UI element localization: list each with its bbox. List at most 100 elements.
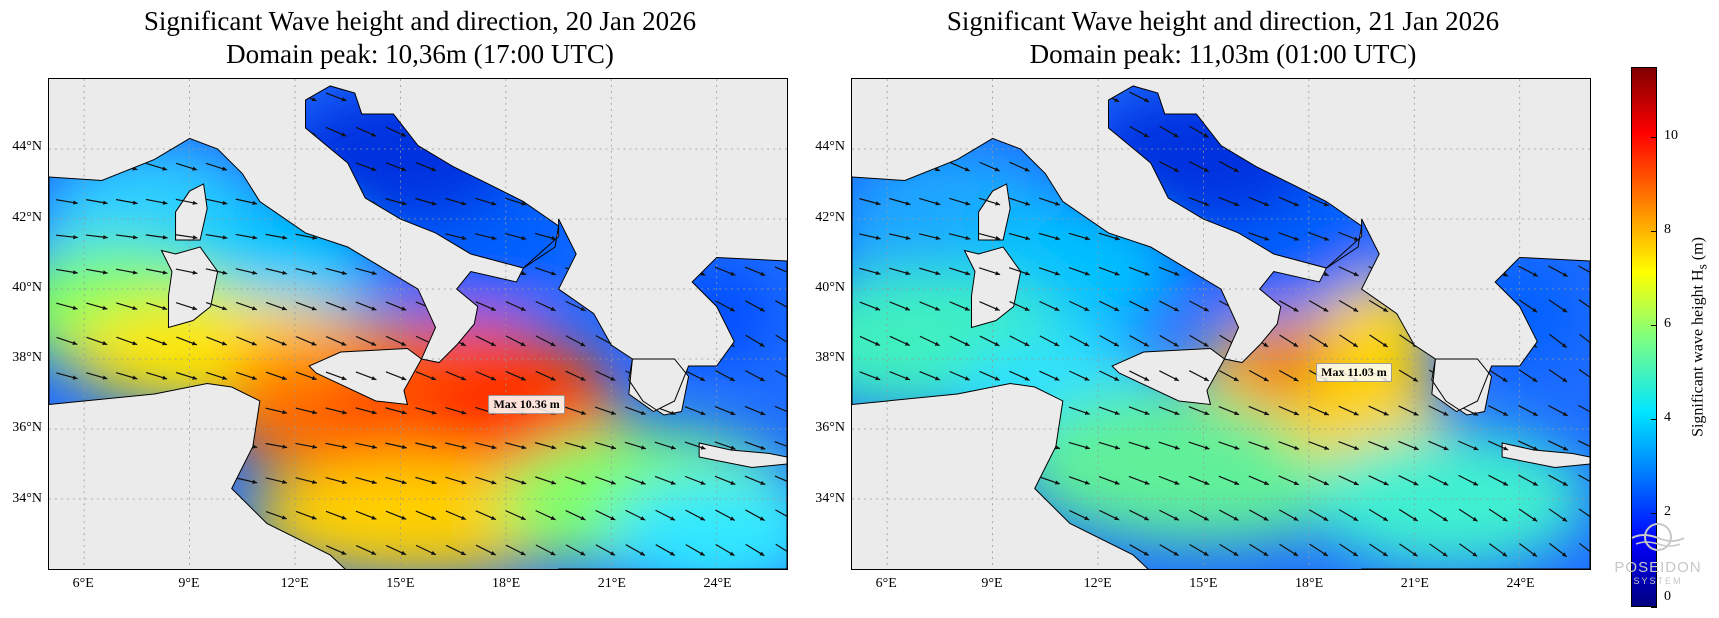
direction-arrow <box>355 371 377 381</box>
direction-arrow <box>1278 369 1299 382</box>
direction-arrow <box>685 125 706 138</box>
direction-arrow <box>1008 442 1031 450</box>
direction-arrow <box>475 301 497 312</box>
direction-arrow <box>56 302 78 310</box>
direction-arrow <box>115 234 138 240</box>
direction-arrow <box>115 268 138 275</box>
direction-arrow <box>919 510 941 521</box>
direction-arrow <box>1428 231 1449 242</box>
direction-arrow <box>1518 299 1538 313</box>
direction-arrow <box>535 126 556 138</box>
direction-arrow <box>1368 509 1389 522</box>
direction-arrow <box>1128 266 1150 276</box>
direction-arrow <box>56 336 78 346</box>
direction-arrow <box>1577 440 1590 451</box>
direction-arrow <box>505 91 527 102</box>
direction-arrow <box>1278 91 1299 103</box>
direction-arrow <box>265 442 288 449</box>
direction-arrow <box>1038 406 1061 415</box>
direction-arrow <box>1278 300 1299 312</box>
direction-arrow <box>889 162 911 172</box>
direction-arrow <box>1249 125 1269 139</box>
direction-arrow <box>565 544 586 556</box>
direction-arrow <box>889 267 911 276</box>
direction-arrow <box>1368 475 1389 486</box>
direction-arrow <box>265 477 288 484</box>
direction-arrow <box>1488 195 1509 208</box>
island-sicily <box>308 347 423 406</box>
direction-arrow <box>1549 124 1568 139</box>
direction-arrow <box>1519 124 1538 139</box>
direction-arrow <box>745 370 766 382</box>
direction-arrow <box>474 442 497 450</box>
direction-arrow <box>265 301 287 311</box>
direction-arrow <box>1158 232 1180 241</box>
colorbar-tick-label: 10 <box>1664 128 1678 144</box>
direction-arrow <box>745 125 765 138</box>
direction-arrow <box>1339 543 1359 557</box>
direction-arrow <box>1429 543 1448 557</box>
direction-arrow <box>594 266 617 276</box>
direction-arrow <box>655 125 676 138</box>
colorbar-tickmark <box>1651 325 1657 327</box>
direction-arrow <box>295 407 318 415</box>
direction-arrow <box>146 511 168 520</box>
direction-arrow <box>1338 440 1360 451</box>
direction-arrow <box>745 300 766 312</box>
direction-arrow <box>475 370 497 381</box>
panel-right-title-line2: Domain peak: 11,03m (01:00 UTC) <box>1029 39 1417 69</box>
direction-arrow <box>1308 160 1329 173</box>
direction-arrow <box>889 233 911 240</box>
direction-arrow <box>116 545 138 555</box>
direction-arrow <box>889 335 911 347</box>
direction-arrow <box>1338 231 1360 241</box>
direction-arrow <box>744 196 766 207</box>
direction-arrow <box>1488 508 1508 522</box>
direction-arrow <box>949 126 970 138</box>
direction-arrow <box>1218 406 1240 416</box>
direction-arrow <box>175 268 198 275</box>
direction-arrow <box>1278 405 1300 416</box>
direction-arrow <box>236 127 257 137</box>
direction-arrow <box>1398 369 1419 382</box>
direction-arrow <box>1278 232 1300 241</box>
colorbar-label-text: Significant wave height H <box>1689 269 1707 437</box>
direction-arrow <box>1038 267 1061 276</box>
direction-arrow <box>565 476 587 485</box>
direction-arrow <box>889 544 911 556</box>
direction-arrow <box>116 336 138 346</box>
direction-arrow <box>1219 543 1239 557</box>
map-panel-right <box>851 78 1591 570</box>
direction-arrow <box>1398 299 1419 313</box>
direction-arrow <box>445 233 467 241</box>
direction-arrow <box>415 407 437 415</box>
direction-arrow <box>1219 160 1239 173</box>
direction-arrow <box>534 442 557 450</box>
direction-arrow <box>919 476 941 485</box>
colorbar-tick-label: 2 <box>1664 504 1671 520</box>
direction-arrow <box>1338 196 1359 207</box>
lat-label: 38°N <box>12 350 42 366</box>
direction-arrow <box>918 442 941 450</box>
direction-arrow <box>85 408 108 414</box>
direction-arrow <box>1189 509 1210 521</box>
direction-arrow <box>445 197 467 206</box>
direction-arrow <box>714 441 736 450</box>
lat-label: 42°N <box>12 209 42 225</box>
direction-arrow <box>385 442 407 449</box>
direction-arrow <box>1518 474 1539 487</box>
direction-arrow <box>355 545 377 556</box>
direction-arrow <box>1218 441 1240 450</box>
direction-arrow <box>85 234 108 240</box>
direction-arrow <box>385 544 407 556</box>
direction-arrow <box>1488 474 1509 486</box>
direction-arrow <box>505 370 527 381</box>
direction-arrow <box>385 335 407 347</box>
direction-arrow <box>1489 543 1508 558</box>
direction-arrow <box>919 301 941 311</box>
direction-arrow <box>1399 543 1418 557</box>
direction-arrow <box>685 161 706 173</box>
wave-map-left <box>49 79 787 569</box>
direction-arrow <box>56 443 78 449</box>
direction-arrow <box>565 161 586 172</box>
